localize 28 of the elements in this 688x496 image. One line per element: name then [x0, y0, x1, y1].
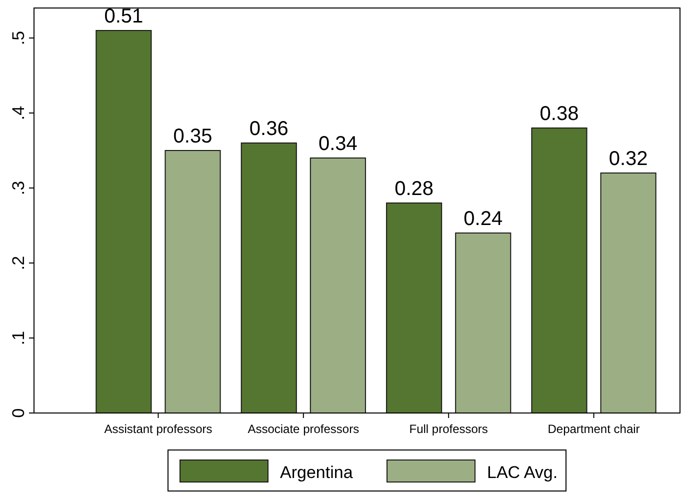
text: LAC Avg.: [487, 463, 558, 482]
data-label: 0.35: [173, 126, 212, 148]
bar: [600, 172, 656, 414]
data-label: 0.36: [249, 118, 288, 140]
data-label: 0.32: [608, 148, 648, 170]
x-tick-label: Department chair: [548, 422, 640, 436]
bar: [310, 158, 366, 414]
data-label: 0.34: [318, 133, 358, 155]
y-tick-label: .3: [9, 180, 28, 196]
bar: [164, 150, 221, 414]
bar: [531, 128, 588, 414]
bar: [455, 232, 512, 414]
y-tick-label: .5: [9, 30, 28, 46]
bar: [96, 30, 152, 414]
data-label: 0.51: [104, 6, 144, 28]
y-tick-label: .1: [9, 330, 28, 346]
bar: [240, 142, 297, 414]
x-tick-label: Assistant professors: [104, 422, 212, 436]
bar: [386, 202, 442, 414]
data-label: 0.38: [540, 103, 579, 125]
data-label: 0.24: [464, 208, 503, 230]
text: Argentina: [280, 463, 354, 482]
y-tick-label: 0: [9, 408, 28, 418]
x-tick-label: Associate professors: [248, 422, 360, 436]
y-tick-label: .2: [9, 256, 28, 270]
data-label: 0.28: [394, 178, 434, 200]
x-tick-label: Full professors: [409, 422, 488, 436]
y-tick-label: .4: [9, 106, 28, 120]
